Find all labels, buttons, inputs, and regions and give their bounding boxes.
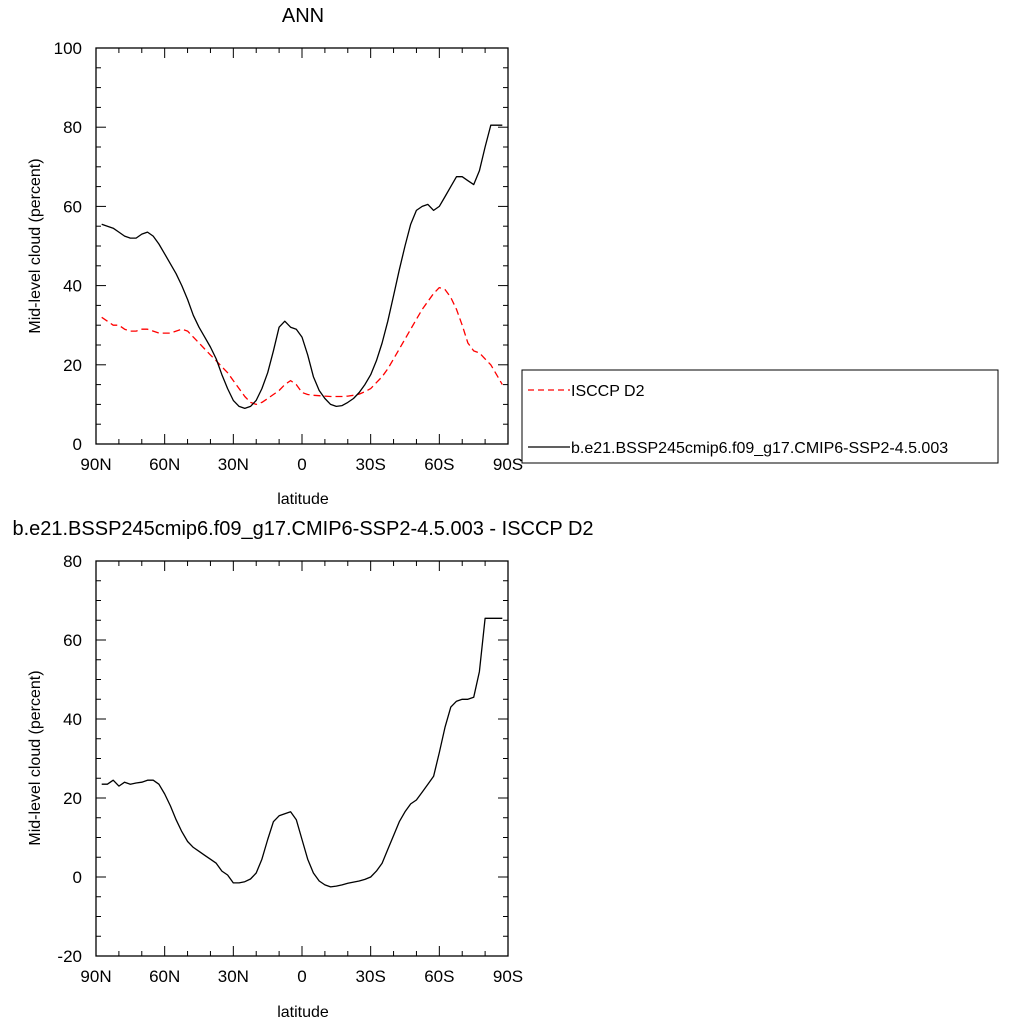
top-chart-x-axis-label: latitude <box>277 491 329 508</box>
bottom-chart-x-tick-label: 60N <box>149 967 180 986</box>
bottom-chart-panel: b.e21.BSSP245cmip6.f09_g17.CMIP6-SSP2-4.… <box>12 518 593 1021</box>
top-chart-legend: ISCCP D2 b.e21.BSSP245cmip6.f09_g17.CMIP… <box>521 369 999 464</box>
top-chart-x-tick-label: 60N <box>149 455 180 474</box>
top-chart-panel: ANN 90N 60N 30N 0 30S 60S 90S 0 20 40 60 80 100 lati… <box>27 5 523 508</box>
top-chart-y-tick-label: 20 <box>63 356 82 375</box>
bottom-chart-y-tick-label: 40 <box>63 710 82 729</box>
top-chart-x-tick-label: 90S <box>493 455 523 474</box>
bottom-chart-y-tick-label: 20 <box>63 789 82 808</box>
top-chart-x-tick-label: 0 <box>297 455 306 474</box>
bottom-chart-y-tick-label: -20 <box>57 947 82 966</box>
bottom-chart-plot-frame <box>95 560 509 957</box>
bottom-chart-y-tick-label: 60 <box>63 631 82 650</box>
bottom-chart-x-tick-label: 90S <box>493 967 523 986</box>
top-chart-axes: 90N 60N 30N 0 30S 60S 90S 0 20 40 60 80 100 <box>54 39 524 474</box>
bottom-chart-y-axis-label: Mid-level cloud (percent) <box>27 670 44 845</box>
top-chart-series-layer <box>101 124 503 410</box>
top-chart-y-tick-label: 60 <box>63 197 82 216</box>
legend-label-isccp-d2: ISCCP D2 <box>571 383 645 400</box>
top-chart-y-tick-label: 80 <box>63 118 82 137</box>
top-chart-plot-frame <box>95 47 509 445</box>
top-chart-y-tick-label: 0 <box>73 435 82 454</box>
bottom-chart-series-layer <box>101 617 503 888</box>
bottom-chart-axes: 90N 60N 30N 0 30S 60S 90S -20 0 20 40 60 80 <box>57 552 523 986</box>
bottom-chart-x-tick-label: 30N <box>218 967 249 986</box>
bottom-chart-x-tick-label: 60S <box>424 967 454 986</box>
top-chart-x-tick-label: 30S <box>356 455 386 474</box>
top-chart-y-tick-label: 40 <box>63 277 82 296</box>
bottom-chart-x-tick-label: 0 <box>297 967 306 986</box>
top-chart-x-tick-label: 60S <box>424 455 454 474</box>
top-chart-y-tick-label: 100 <box>54 39 82 58</box>
top-chart-series-line-b-e21-bssp245cmip6-f09-g17-cmip6-ssp2-4-5-003 <box>101 124 503 410</box>
bottom-chart-y-tick-label: 80 <box>63 552 82 571</box>
top-chart-x-tick-label: 90N <box>80 455 111 474</box>
bottom-chart-series-line-difference <box>101 617 503 888</box>
top-chart-title: ANN <box>282 5 324 27</box>
top-chart-series-line-isccp-d2 <box>101 286 503 406</box>
bottom-chart-x-tick-label: 90N <box>80 967 111 986</box>
bottom-chart-x-tick-label: 30S <box>356 967 386 986</box>
legend-label-model: b.e21.BSSP245cmip6.f09_g17.CMIP6-SSP2-4.… <box>571 440 948 457</box>
bottom-chart-title: b.e21.BSSP245cmip6.f09_g17.CMIP6-SSP2-4.… <box>12 518 593 540</box>
bottom-chart-y-tick-label: 0 <box>73 868 82 887</box>
bottom-chart-x-axis-label: latitude <box>277 1004 329 1021</box>
top-chart-y-axis-label: Mid-level cloud (percent) <box>27 158 44 333</box>
legend-box <box>521 369 999 464</box>
top-chart-x-tick-label: 30N <box>218 455 249 474</box>
